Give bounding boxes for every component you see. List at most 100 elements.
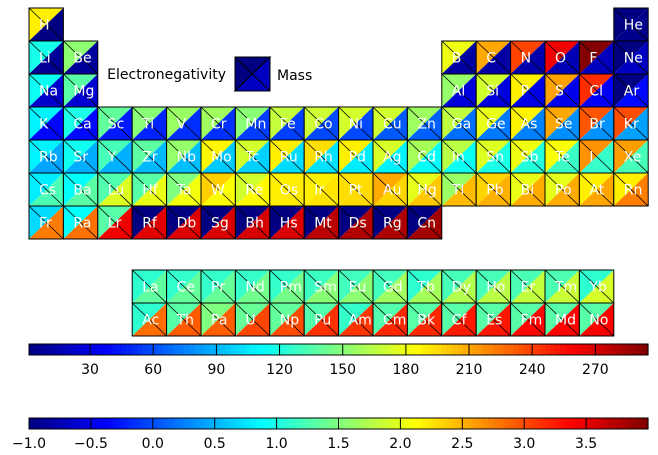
legend-swatch-border	[234, 56, 271, 92]
electronegativity-colorbar-gradient-step	[199, 418, 205, 429]
element-np-cell: Np	[269, 302, 305, 337]
mass-colorbar-gradient-step	[379, 344, 386, 355]
element-lr-symbol: Lr	[108, 216, 122, 232]
electronegativity-colorbar-gradient-step	[400, 418, 407, 429]
element-sr-divider	[63, 139, 99, 174]
electronegativity-colorbar-gradient-step	[225, 418, 231, 429]
electronegativity-colorbar-tick-label: 3.5	[575, 436, 597, 452]
element-he-divider	[613, 7, 649, 42]
electronegativity-colorbar-gradient-step	[317, 418, 324, 429]
element-f-cell: F	[578, 40, 615, 75]
element-bh-symbol: Bh	[245, 216, 263, 232]
chart-legend: Electronegativity Mass	[107, 55, 312, 93]
legend-label-electronegativity: Electronegativity	[107, 67, 226, 83]
element-tl-cell: Tl	[441, 172, 477, 207]
element-rb-symbol: Rb	[39, 150, 58, 166]
element-sn-cell: Sn	[475, 139, 512, 174]
electronegativity-colorbar-tick-label: −0.5	[74, 436, 108, 452]
element-gd-divider	[372, 269, 408, 304]
electronegativity-colorbar-gradient-step	[142, 418, 149, 429]
element-k-cell: K	[28, 106, 64, 141]
electronegativity-colorbar-gradient-step	[163, 418, 169, 429]
element-au-cell: Au	[372, 172, 408, 207]
element-sc-divider	[97, 106, 133, 141]
element-na-divider	[28, 73, 64, 108]
element-bi-divider	[510, 172, 546, 207]
electronegativity-colorbar-gradient-step	[374, 418, 381, 429]
element-no-divider	[579, 302, 615, 337]
element-er-symbol: Er	[521, 280, 536, 296]
mass-colorbar-gradient-step	[462, 344, 469, 355]
mass-colorbar-gradient-step	[632, 344, 639, 355]
mass-colorbar-gradient-step	[601, 344, 608, 355]
mass-colorbar-gradient-step	[271, 344, 278, 355]
element-tm-cell: Tm	[544, 269, 580, 304]
element-cn-cell: Cn	[406, 205, 443, 240]
element-mo-symbol: Mo	[211, 150, 232, 166]
electronegativity-colorbar-gradient-step	[519, 418, 525, 429]
element-u-divider	[235, 302, 271, 337]
electronegativity-colorbar-gradient-step	[281, 418, 288, 429]
element-np-symbol: Np	[280, 313, 299, 329]
element-in-symbol: In	[452, 150, 465, 166]
mass-colorbar-gradient-step	[75, 344, 82, 355]
electronegativity-colorbar-gradient-step	[498, 418, 505, 429]
element-ac-cell: Ac	[131, 302, 168, 337]
element-ac-divider	[131, 302, 167, 337]
electronegativity-colorbar-gradient-step	[524, 418, 530, 429]
mass-colorbar-gradient-step	[49, 344, 56, 355]
electronegativity-colorbar-gradient-step	[230, 418, 236, 429]
element-tl-divider	[441, 172, 477, 207]
mass-colorbar-gradient-step	[421, 344, 427, 355]
element-pa-cell: Pa	[200, 302, 236, 337]
electronegativity-colorbar-gradient-step	[96, 418, 102, 429]
element-pm-cell: Pm	[269, 269, 305, 304]
element-rb-divider	[28, 139, 64, 174]
mass-colorbar-gradient-step	[323, 344, 329, 355]
mass-colorbar-tick-label: 90	[207, 362, 225, 378]
element-tm-symbol: Tm	[554, 280, 577, 296]
element-fe-symbol: Fe	[280, 117, 296, 133]
element-mt-cell: Mt	[303, 205, 340, 240]
element-cu-divider	[372, 106, 408, 141]
electronegativity-colorbar-gradient-step	[555, 418, 561, 429]
electronegativity-colorbar-gradient-step	[250, 418, 257, 429]
electronegativity-colorbar-gradient-step	[560, 418, 567, 429]
element-kr-cell: Kr	[613, 106, 649, 141]
element-hg-divider	[407, 172, 443, 207]
electronegativity-colorbar-gradient-step	[245, 418, 252, 429]
element-c-cell: C	[475, 40, 512, 75]
element-u-symbol: U	[245, 313, 255, 329]
element-sc-symbol: Sc	[108, 117, 125, 133]
electronegativity-colorbar-gradient-step	[266, 418, 273, 429]
element-mt-symbol: Mt	[314, 216, 332, 232]
element-cr-cell: Cr	[200, 106, 236, 141]
electronegativity-colorbar-gradient-step	[627, 418, 634, 429]
element-ge-cell: Ge	[475, 106, 512, 141]
mass-colorbar-gradient-step	[214, 344, 221, 355]
element-tc-cell: Tc	[234, 139, 271, 174]
element-nb-symbol: Nb	[177, 150, 196, 166]
element-zn-divider	[407, 106, 443, 141]
element-y-symbol: Y	[107, 150, 117, 166]
element-be-divider	[63, 40, 99, 75]
element-nd-symbol: Nd	[245, 280, 264, 296]
element-cells: H He Li Be B C N O F Ne Na Mg Al Si P S Cl Ar K Ca Sc Ti V Cr Mn…	[28, 7, 649, 337]
element-rg-divider	[372, 205, 408, 240]
element-yb-divider	[579, 269, 615, 304]
electronegativity-colorbar-gradient-step	[173, 418, 180, 429]
electronegativity-colorbar-gradient-step	[80, 418, 87, 429]
element-md-cell: Md	[544, 302, 580, 337]
element-cl-symbol: Cl	[589, 84, 603, 100]
element-y-divider	[97, 139, 133, 174]
element-rh-symbol: Rh	[314, 150, 333, 166]
element-pu-divider	[303, 302, 339, 337]
element-nd-cell: Nd	[234, 269, 271, 304]
electronegativity-colorbar-gradient-step	[415, 418, 422, 429]
element-hs-divider	[269, 205, 305, 240]
mass-colorbar-gradient-step	[70, 344, 77, 355]
element-lu-divider	[97, 172, 133, 207]
electronegativity-colorbar-gradient-step	[188, 418, 195, 429]
mass-colorbar-gradient-step	[209, 344, 216, 355]
electronegativity-colorbar-gradient-step	[116, 418, 123, 429]
